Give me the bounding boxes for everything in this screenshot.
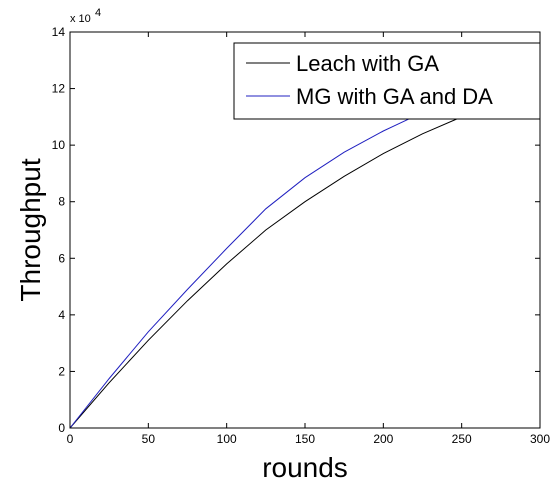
legend-label-mg-with-ga-and-da: MG with GA and DA [296, 84, 493, 109]
y-tick-label: 0 [58, 421, 65, 435]
x-tick-label: 150 [295, 432, 315, 446]
series-line-0 [69, 90, 541, 429]
series-line-1 [69, 76, 541, 429]
x-tick-label: 100 [217, 432, 237, 446]
x-tick-label: 200 [373, 432, 393, 446]
ticks-layer: 0 50 100 150 200 250 300 0 2 4 6 8 10 12 14 [52, 25, 551, 446]
series-layer [69, 76, 541, 429]
legend-box [233, 42, 541, 120]
x-axis-title: rounds [262, 452, 348, 483]
y-axis-title: Throughput [15, 158, 46, 301]
y-axis-multiplier: x 10 [70, 13, 91, 25]
x-tick-label: 50 [142, 432, 156, 446]
y-axis-multiplier-exponent: 4 [95, 7, 101, 19]
y-tick-label: 4 [58, 308, 65, 322]
y-tick-label: 6 [58, 251, 65, 265]
x-tick-label: 0 [67, 432, 74, 446]
y-tick-label: 10 [52, 138, 66, 152]
y-tick-label: 14 [52, 25, 66, 39]
y-tick-label: 12 [52, 82, 66, 96]
legend-label-leach-with-ga: Leach with GA [296, 51, 439, 76]
x-tick-label: 300 [530, 432, 550, 446]
legend: Leach with GA MG with GA and DA [233, 42, 541, 120]
y-tick-label: 2 [58, 364, 65, 378]
y-tick-label: 8 [58, 195, 65, 209]
x-tick-label: 250 [452, 432, 472, 446]
